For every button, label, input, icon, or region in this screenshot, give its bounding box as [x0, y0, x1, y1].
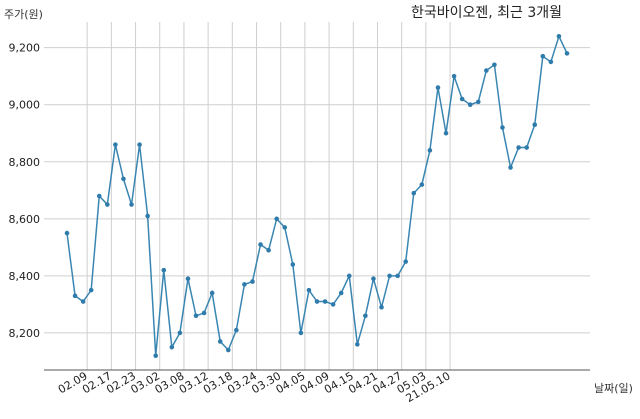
data-point	[258, 242, 263, 247]
data-point	[137, 142, 142, 147]
data-point	[363, 313, 368, 319]
data-point	[492, 62, 497, 68]
data-point	[443, 130, 449, 136]
data-point	[379, 304, 384, 310]
chart-title: 한국바이오젠, 최근 3개월	[411, 5, 562, 21]
data-point	[209, 290, 215, 296]
y-tick-label: 8,200	[9, 327, 41, 340]
data-point	[225, 347, 231, 353]
data-point	[548, 59, 554, 65]
y-tick-labels: 8,200 8,400 8,600 8,800 9,000 9,200	[9, 42, 41, 340]
data-point	[274, 216, 279, 222]
data-point	[322, 299, 328, 304]
y-tick-label: 8,400	[9, 270, 41, 283]
data-point	[298, 330, 304, 336]
data-point	[387, 273, 392, 279]
data-point	[516, 145, 521, 150]
data-point	[451, 73, 457, 79]
data-point	[556, 33, 562, 39]
data-point	[105, 202, 110, 207]
data-point	[532, 122, 538, 127]
data-point	[234, 327, 239, 333]
y-tick-label: 8,800	[9, 156, 41, 169]
data-point	[121, 176, 126, 182]
data-point	[80, 299, 86, 304]
data-point	[88, 287, 94, 293]
data-point	[282, 225, 288, 230]
data-point	[250, 279, 255, 284]
data-point	[403, 259, 409, 264]
data-point	[113, 142, 118, 147]
data-point	[475, 99, 481, 105]
y-tick-label: 9,000	[9, 99, 41, 112]
grid-lines	[44, 22, 590, 370]
data-point	[467, 102, 473, 108]
y-tick-label: 9,200	[9, 42, 41, 55]
data-point	[508, 165, 513, 170]
x-tick-labels: 02.0902.1702.2303.0203.0803.1203.1803.24…	[56, 369, 453, 405]
data-point	[290, 262, 296, 267]
data-point	[411, 190, 417, 196]
data-point	[169, 344, 175, 350]
data-point	[153, 353, 159, 359]
data-point	[427, 148, 433, 153]
y-tick-label: 8,600	[9, 213, 41, 226]
data-point	[145, 213, 150, 219]
data-point	[177, 330, 183, 336]
data-point	[96, 193, 102, 199]
data-point	[201, 310, 207, 316]
data-point	[314, 299, 320, 304]
data-point	[524, 145, 529, 150]
price-series	[64, 33, 570, 359]
data-point	[346, 273, 352, 279]
data-point	[419, 182, 425, 187]
data-point	[330, 302, 336, 307]
data-point	[161, 267, 167, 273]
data-point	[72, 293, 78, 299]
data-point	[484, 68, 489, 73]
data-point	[355, 342, 360, 347]
data-point	[459, 96, 465, 102]
data-point	[540, 53, 546, 59]
data-point	[564, 51, 570, 56]
series-line	[66, 34, 568, 356]
data-point	[64, 230, 70, 236]
data-point	[338, 290, 344, 296]
data-point	[435, 85, 441, 90]
data-point	[266, 247, 271, 253]
data-point	[185, 276, 191, 282]
data-point	[242, 282, 247, 287]
data-point	[371, 276, 376, 282]
data-point	[306, 287, 312, 293]
data-point	[217, 339, 223, 344]
data-point	[193, 313, 199, 319]
data-point	[129, 202, 134, 207]
y-axis-label: 주가(원)	[4, 8, 43, 21]
data-point	[395, 273, 400, 279]
x-axis-label: 날짜(일)	[594, 381, 633, 395]
data-point	[500, 125, 505, 130]
